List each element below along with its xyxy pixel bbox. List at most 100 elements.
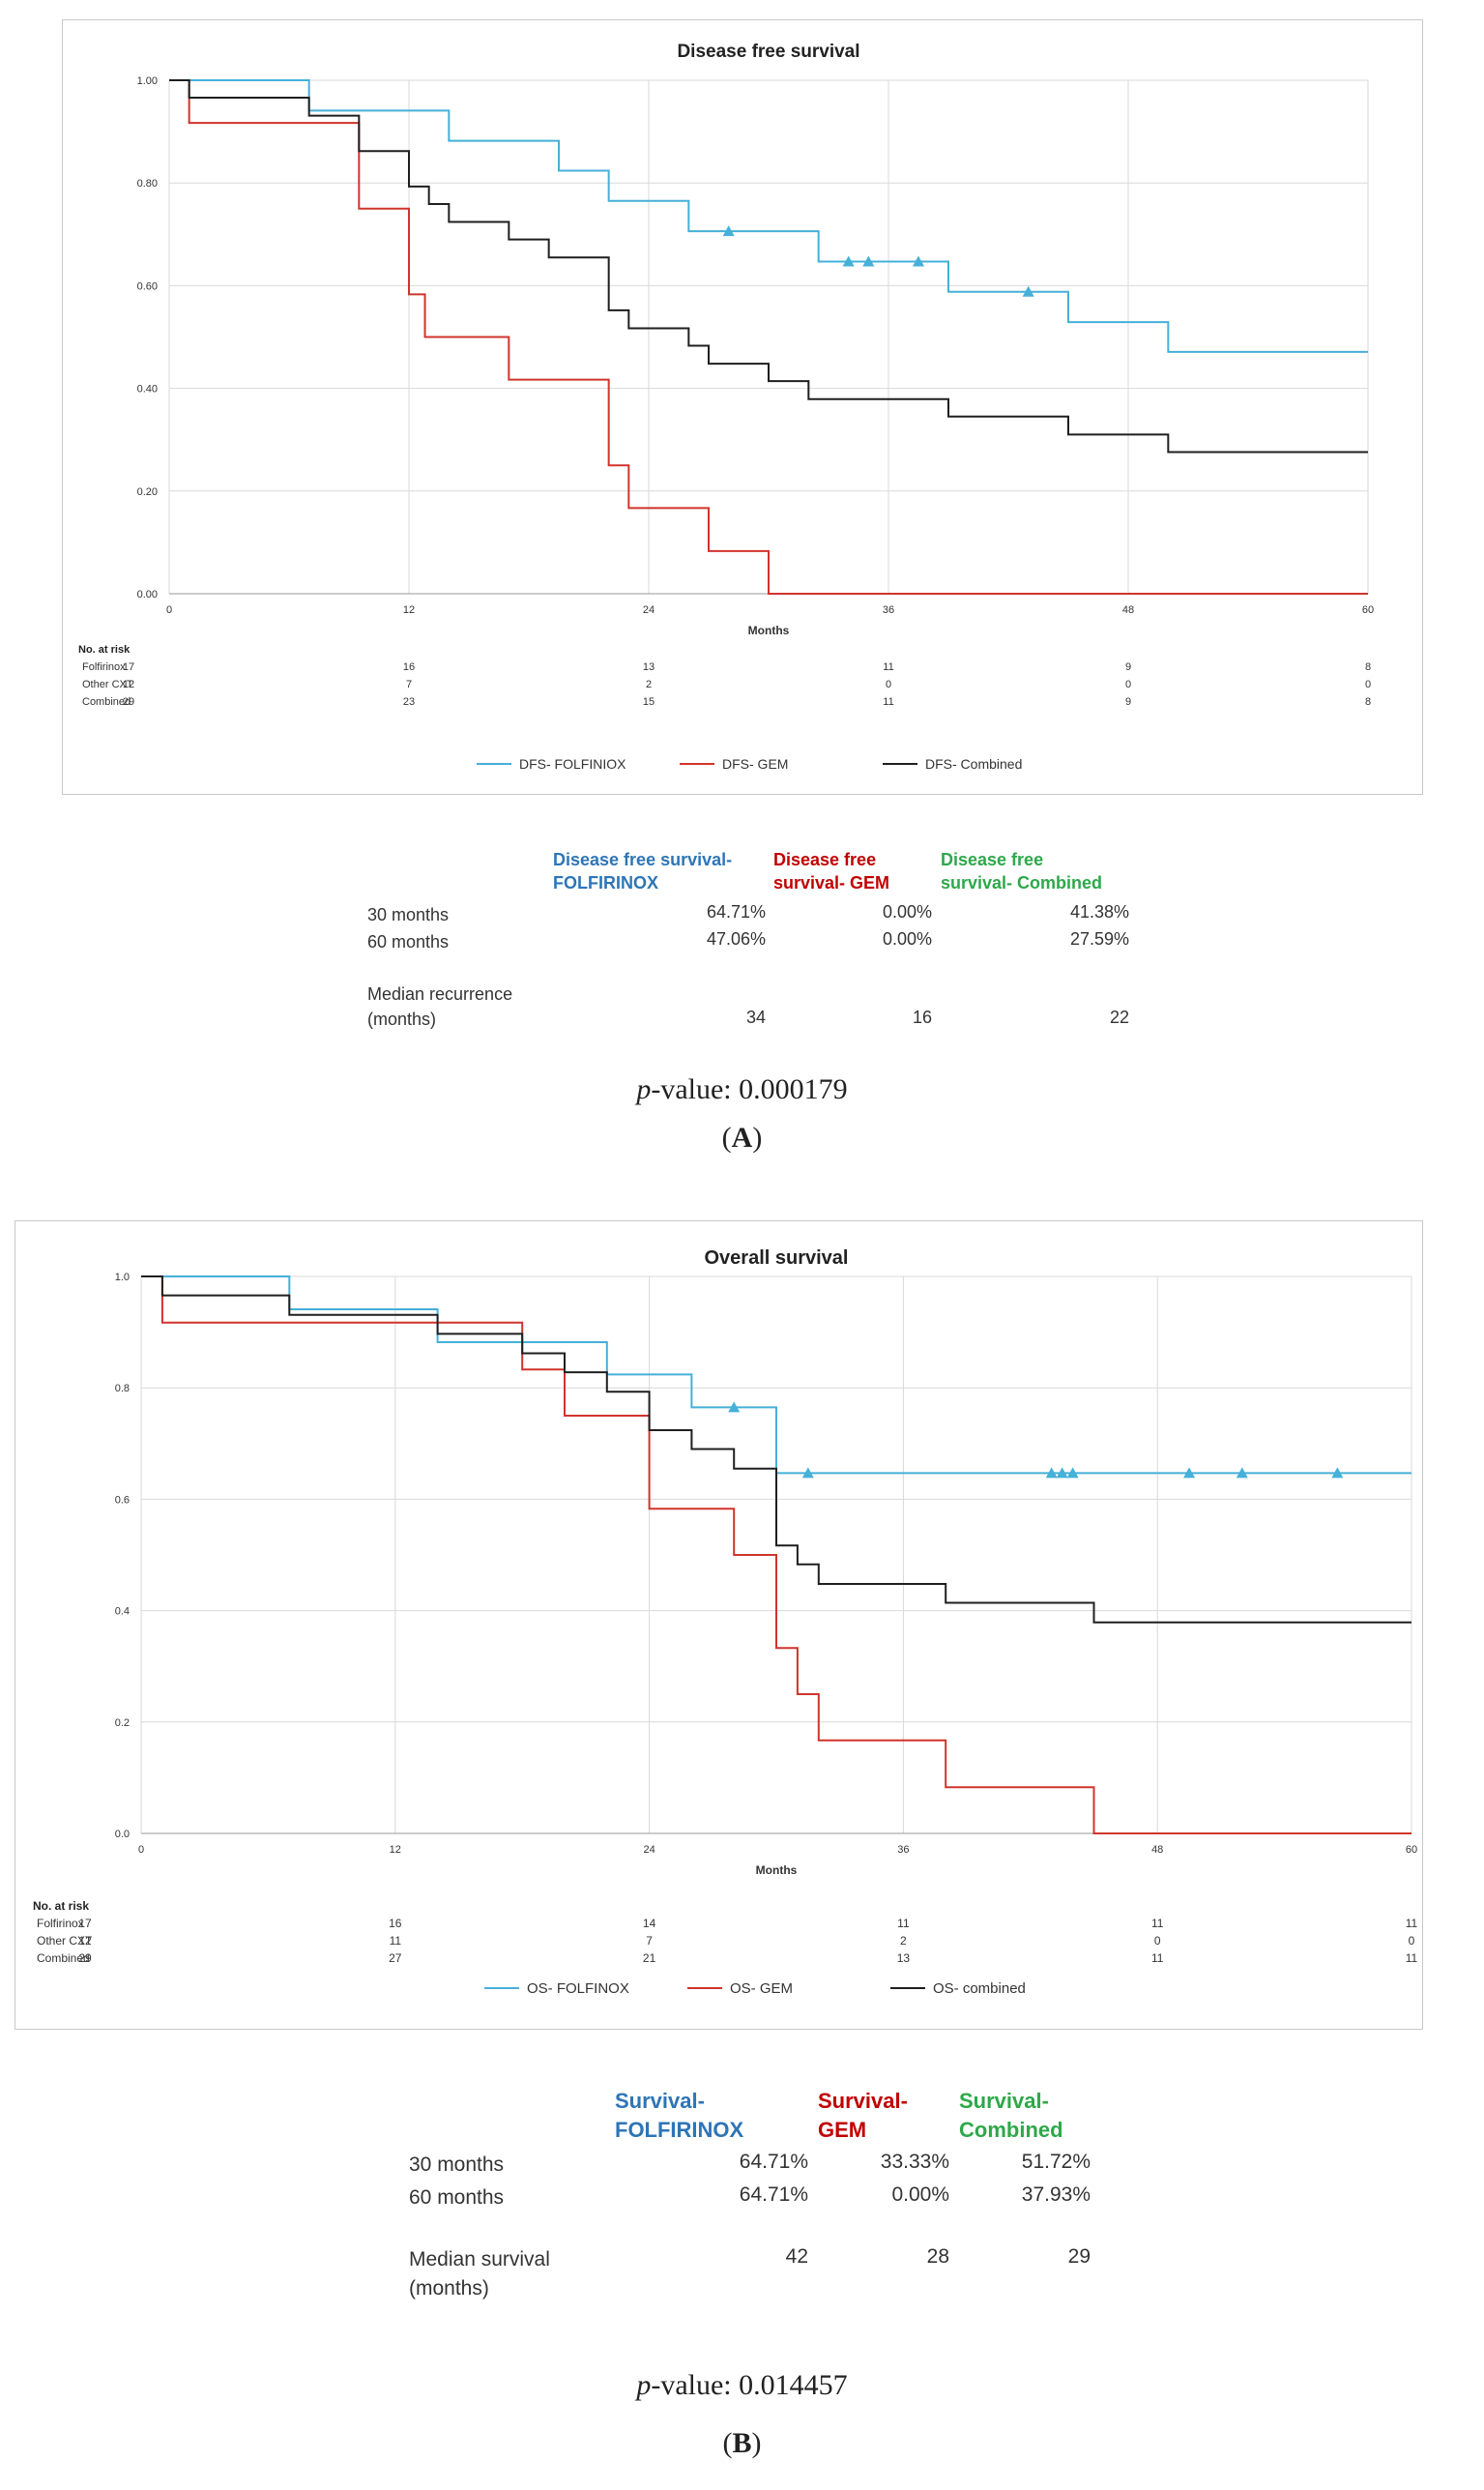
dfs-stats-column-header: Disease free survival- GEM xyxy=(773,850,890,893)
chart-a-y-tick-label: 0.80 xyxy=(137,178,158,190)
chart-b-series-line-2 xyxy=(141,1275,1411,1834)
chart-b-risk-value: 17 xyxy=(78,1917,92,1930)
chart-b-y-tick-label: 0.4 xyxy=(115,1606,130,1618)
chart-a-x-tick-label: 24 xyxy=(643,604,655,616)
chart-b-risk-value: 0 xyxy=(1409,1934,1415,1948)
dfs-p-value-text: -value: 0.000179 xyxy=(651,1073,848,1105)
os-stats-cell-value: 51.72% xyxy=(1021,2151,1091,2173)
chart-a-risk-row-label: Folfirinox xyxy=(82,661,126,673)
chart-b-risk-value: 13 xyxy=(897,1951,911,1965)
dfs-stats-row-label: 60 months xyxy=(367,932,450,952)
chart-b-series-line-3 xyxy=(141,1275,1411,1624)
chart-a-x-tick-label: 60 xyxy=(1362,604,1374,616)
chart-a-risk-value: 0 xyxy=(886,679,891,690)
os-stats-cell-value: 42 xyxy=(785,2245,808,2268)
dfs-stats-cell-value: 41.38% xyxy=(1069,902,1129,922)
chart-a-risk-value: 12 xyxy=(123,679,134,690)
chart-b-risk-row-label: Folfirinox xyxy=(37,1917,84,1930)
dfs-stats-cell-value: 34 xyxy=(745,1008,766,1027)
os-p-value-text: -value: 0.014457 xyxy=(651,2369,848,2401)
chart-a-censor-mark xyxy=(913,255,924,267)
chart-b-censor-mark xyxy=(1331,1467,1344,1479)
os-stats-column-header: Survival- FOLFIRINOX xyxy=(615,2089,744,2142)
dfs-stats-cell-value: 0.00% xyxy=(882,902,932,922)
chart-a-risk-value: 13 xyxy=(643,661,655,673)
chart-b-censor-mark xyxy=(1183,1467,1196,1479)
chart-a-legend-label: DFS- GEM xyxy=(722,756,788,772)
chart-a-censor-mark xyxy=(842,255,855,267)
chart-b-risk-value: 11 xyxy=(390,1934,402,1948)
chart-a-censor-mark xyxy=(1022,285,1034,297)
chart-a-risk-row-label: Other CXT xyxy=(82,679,133,690)
chart-a-risk-value: 7 xyxy=(406,679,412,690)
os-stats-cell-value: 28 xyxy=(926,2245,949,2268)
chart-b-x-tick-label: 36 xyxy=(897,1844,909,1856)
panel-b-label: (B) xyxy=(722,2427,762,2459)
chart-b-legend-label: OS- GEM xyxy=(730,1980,793,1997)
chart-b-risk-value: 11 xyxy=(1151,1951,1164,1965)
chart-b-risk-value: 14 xyxy=(643,1917,656,1930)
dfs-chart: Disease free survival 0.00 0.20 0.40 0.60 0.8… xyxy=(78,42,1374,772)
chart-a-risk-value: 2 xyxy=(646,679,652,690)
chart-a-risk-value: 11 xyxy=(883,661,893,673)
chart-a-legend-label: DFS- FOLFINIOX xyxy=(519,756,626,772)
dfs-stats-cell-value: 64.71% xyxy=(706,902,766,922)
os-p-value: p-value: 0.014457 xyxy=(0,2369,1484,2402)
os-stats-column-header: Survival- GEM xyxy=(818,2089,908,2142)
chart-b-risk-value: 11 xyxy=(1151,1917,1164,1930)
chart-a-risk-value: 11 xyxy=(883,696,893,708)
dfs-stats-cell-value: 47.06% xyxy=(706,929,766,949)
dfs-stats-row-label: 30 months xyxy=(367,905,450,924)
os-stats-cell-value: 33.33% xyxy=(880,2151,949,2173)
dfs-p-value: p-value: 0.000179 xyxy=(0,1073,1484,1106)
chart-b-risk-title: No. at risk xyxy=(33,1899,89,1913)
chart-a-legend-label: DFS- Combined xyxy=(925,756,1022,772)
chart-b-censor-mark xyxy=(1056,1467,1068,1479)
chart-a-censor-mark xyxy=(722,225,735,237)
os-p-value-italic: p xyxy=(636,2369,652,2401)
chart-b-y-tick-label: 0.8 xyxy=(115,1383,130,1394)
chart-a-x-tick-label: 12 xyxy=(403,604,415,616)
chart-a-x-tick-label: 0 xyxy=(166,604,172,616)
chart-b-risk-value: 11 xyxy=(1406,1917,1418,1930)
chart-b-risk-value: 0 xyxy=(1154,1934,1161,1948)
dfs-stats-column-header: Disease free survival- Combined xyxy=(941,850,1103,893)
chart-b-x-tick-label: 60 xyxy=(1406,1844,1417,1856)
os-stats-cell-value: 64.71% xyxy=(739,2183,808,2206)
os-stats-row-label: 30 months xyxy=(409,2153,505,2176)
chart-b-risk-row-label: Combined xyxy=(37,1951,90,1965)
os-stats-cell-value: 64.71% xyxy=(739,2151,808,2173)
chart-a-risk-value: 9 xyxy=(1125,696,1131,708)
dfs-stats-row-label: Median recurrence (months) xyxy=(367,984,513,1030)
chart-b-risk-value: 12 xyxy=(78,1934,92,1948)
chart-a-risk-value: 8 xyxy=(1365,661,1371,673)
chart-b-risk-value: 16 xyxy=(389,1917,402,1930)
chart-a-series-line-3 xyxy=(169,79,1368,454)
chart-b-risk-value: 11 xyxy=(897,1917,910,1930)
os-stats-cell-value: 29 xyxy=(1067,2245,1091,2268)
chart-a-risk-value: 29 xyxy=(123,696,134,708)
dfs-stats-cell-value: 22 xyxy=(1109,1008,1129,1027)
chart-b-x-tick-label: 48 xyxy=(1151,1844,1163,1856)
chart-a-y-tick-label: 0.00 xyxy=(137,589,158,601)
chart-b-y-tick-label: 0.6 xyxy=(115,1494,130,1506)
chart-a-risk-value: 16 xyxy=(403,661,415,673)
chart-b-censor-mark xyxy=(1045,1467,1058,1479)
chart-a-risk-value: 8 xyxy=(1365,696,1371,708)
chart-a-censor-mark xyxy=(862,255,875,267)
panel-a-label: (A) xyxy=(721,1122,763,1154)
chart-b-series-line-1 xyxy=(141,1275,1411,1475)
chart-b-legend-label: OS- FOLFINOX xyxy=(527,1980,629,1997)
chart-b-legend-label: OS- combined xyxy=(933,1980,1026,1997)
chart-a-series-line-2 xyxy=(169,79,1368,595)
chart-b-risk-row-label: Other CXT xyxy=(37,1934,93,1948)
chart-b-censor-mark xyxy=(728,1401,741,1413)
chart-b-risk-value: 11 xyxy=(1406,1951,1418,1965)
dfs-p-value-italic: p xyxy=(636,1073,652,1105)
chart-b-x-tick-label: 12 xyxy=(390,1844,401,1856)
os-stats-row-label: Median survival (months) xyxy=(409,2248,550,2300)
chart-b-y-tick-label: 0.0 xyxy=(115,1829,130,1840)
chart-a-risk-title: No. at risk xyxy=(78,644,131,656)
chart-a-x-tick-label: 48 xyxy=(1122,604,1134,616)
chart-a-x-tick-label: 36 xyxy=(883,604,894,616)
